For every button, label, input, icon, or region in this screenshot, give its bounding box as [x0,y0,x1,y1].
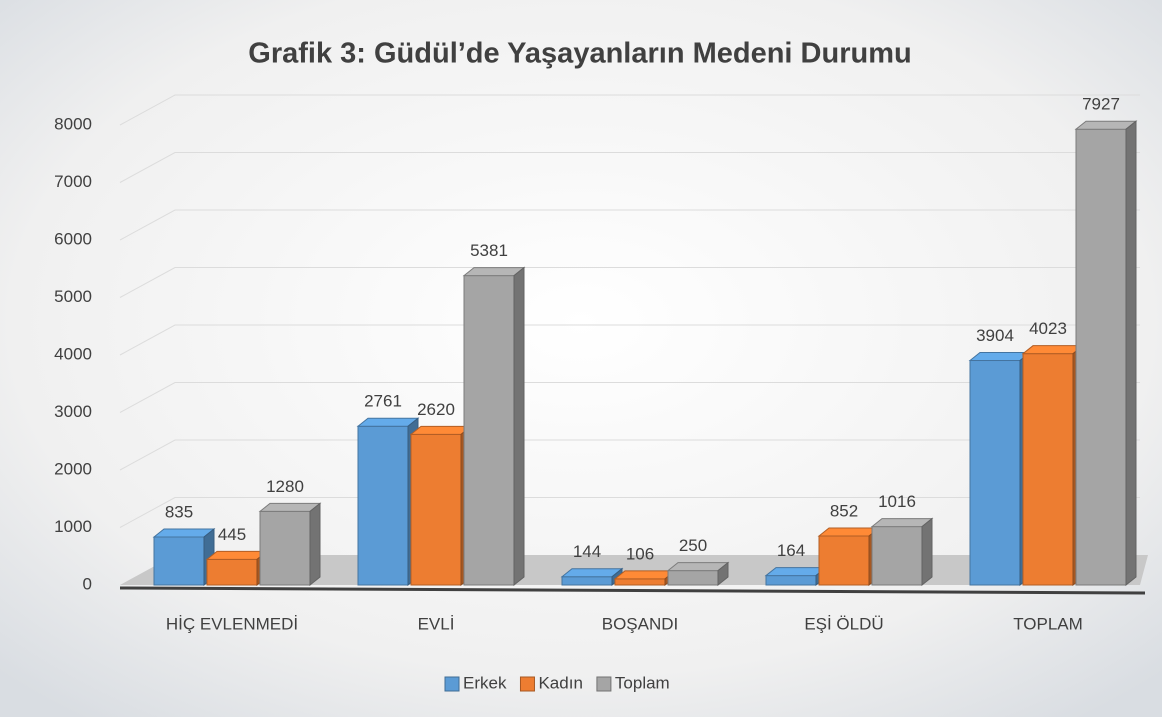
bar [1021,344,1085,587]
x-tick-label: BOŞANDI [602,614,679,633]
bar [560,567,624,587]
bar-face [969,360,1021,586]
data-label: 106 [626,544,654,563]
x-axis [119,586,1146,595]
data-label: 835 [165,502,193,521]
bar-face [1125,120,1137,587]
legend-swatch [444,676,460,692]
bar-face [871,526,923,586]
bar [409,425,473,587]
grid-line [119,324,1140,356]
bar [870,517,934,587]
data-label: 4023 [1029,319,1067,338]
bar-face [309,502,321,587]
y-tick-label: 7000 [54,172,92,191]
bar-face [818,535,870,586]
bar-face [206,558,258,586]
bar [462,266,526,587]
bar-face [513,266,525,587]
bar-face [357,425,409,586]
bar [356,417,420,587]
x-tick-label: HİÇ EVLENMEDİ [166,614,298,633]
data-label: 164 [777,541,805,560]
bar [817,526,881,587]
x-tick-label: EVLİ [418,614,455,633]
bar-face [561,576,613,586]
y-tick-label: 2000 [54,459,92,478]
bar [764,566,828,587]
data-label: 1280 [266,477,304,496]
bar [152,527,216,587]
data-label: 445 [218,525,246,544]
bar-face [614,578,666,586]
y-tick-label: 8000 [54,114,92,133]
grid-line [119,267,1140,298]
grid-line [119,497,1140,528]
grid-line [119,94,1140,126]
bar-face [765,575,817,586]
chart-title: Grafik 3: Güdül’de Yaşayanların Medeni D… [248,38,911,70]
legend-swatch [596,676,612,692]
data-label: 3904 [976,326,1014,345]
bar-face [921,517,933,587]
bar-face [153,536,205,586]
y-tick-label: 1000 [54,517,92,536]
grid-line [119,152,1140,183]
data-label: 5381 [470,241,508,260]
bar [968,351,1032,587]
grid-line [119,439,1140,471]
y-tick-label: 5000 [54,287,92,306]
y-tick-label: 4000 [54,344,92,363]
y-tick-label: 6000 [54,229,92,248]
data-label: 852 [830,501,858,520]
x-tick-label: TOPLAM [1013,614,1083,633]
bar-face [410,433,462,586]
bar [613,569,677,587]
data-label: 1016 [878,492,916,511]
bar [258,502,322,587]
legend-label: Kadın [538,673,582,692]
data-label: 2761 [364,392,402,411]
legend-swatch [519,676,535,692]
bar [666,561,730,587]
x-tick-label: EŞİ ÖLDÜ [804,614,883,633]
bar-face [717,561,729,587]
bar-face [259,510,311,586]
bar-face [1075,128,1127,586]
data-label: 144 [573,542,601,561]
bar [1074,120,1138,587]
legend-label: Toplam [615,673,670,692]
bar-face [667,570,719,586]
bar-face [463,275,515,586]
bar [205,550,269,587]
y-tick-label: 0 [83,574,92,593]
y-tick-label: 3000 [54,402,92,421]
grid-line [119,382,1140,413]
data-label: 7927 [1082,95,1120,114]
data-label: 250 [679,536,707,555]
bar-face [1022,353,1074,586]
legend-label: Erkek [463,673,507,692]
data-label: 2620 [417,400,455,419]
grid-line [119,209,1140,241]
